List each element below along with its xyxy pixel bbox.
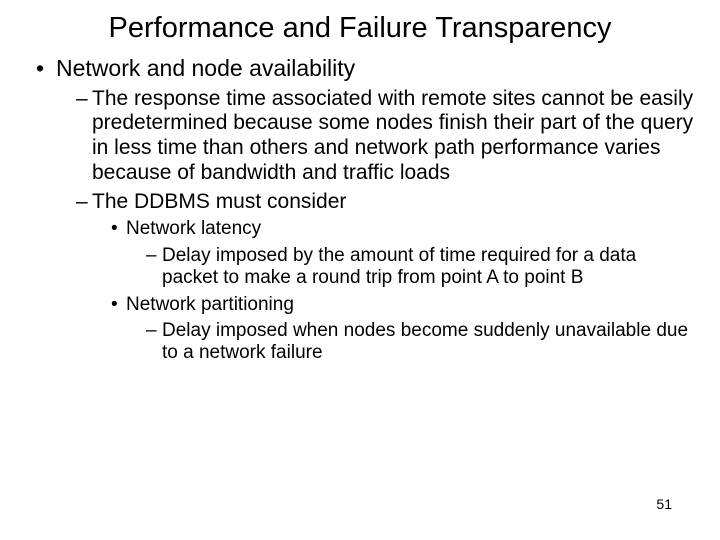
slide-title: Performance and Failure Transparency — [24, 12, 696, 45]
bullet-level4: Delay imposed when nodes become suddenly… — [162, 320, 696, 365]
bullet-level1: Network and node availability — [56, 55, 696, 83]
page-number: 51 — [656, 496, 672, 512]
bullet-level2: The response time associated with remote… — [92, 87, 696, 186]
bullet-level2: The DDBMS must consider — [92, 190, 696, 215]
slide: Performance and Failure Transparency Net… — [0, 0, 720, 540]
bullet-level3: Network partitioning — [126, 294, 696, 316]
bullet-level3: Network latency — [126, 218, 696, 240]
bullet-level4: Delay imposed by the amount of time requ… — [162, 245, 696, 290]
